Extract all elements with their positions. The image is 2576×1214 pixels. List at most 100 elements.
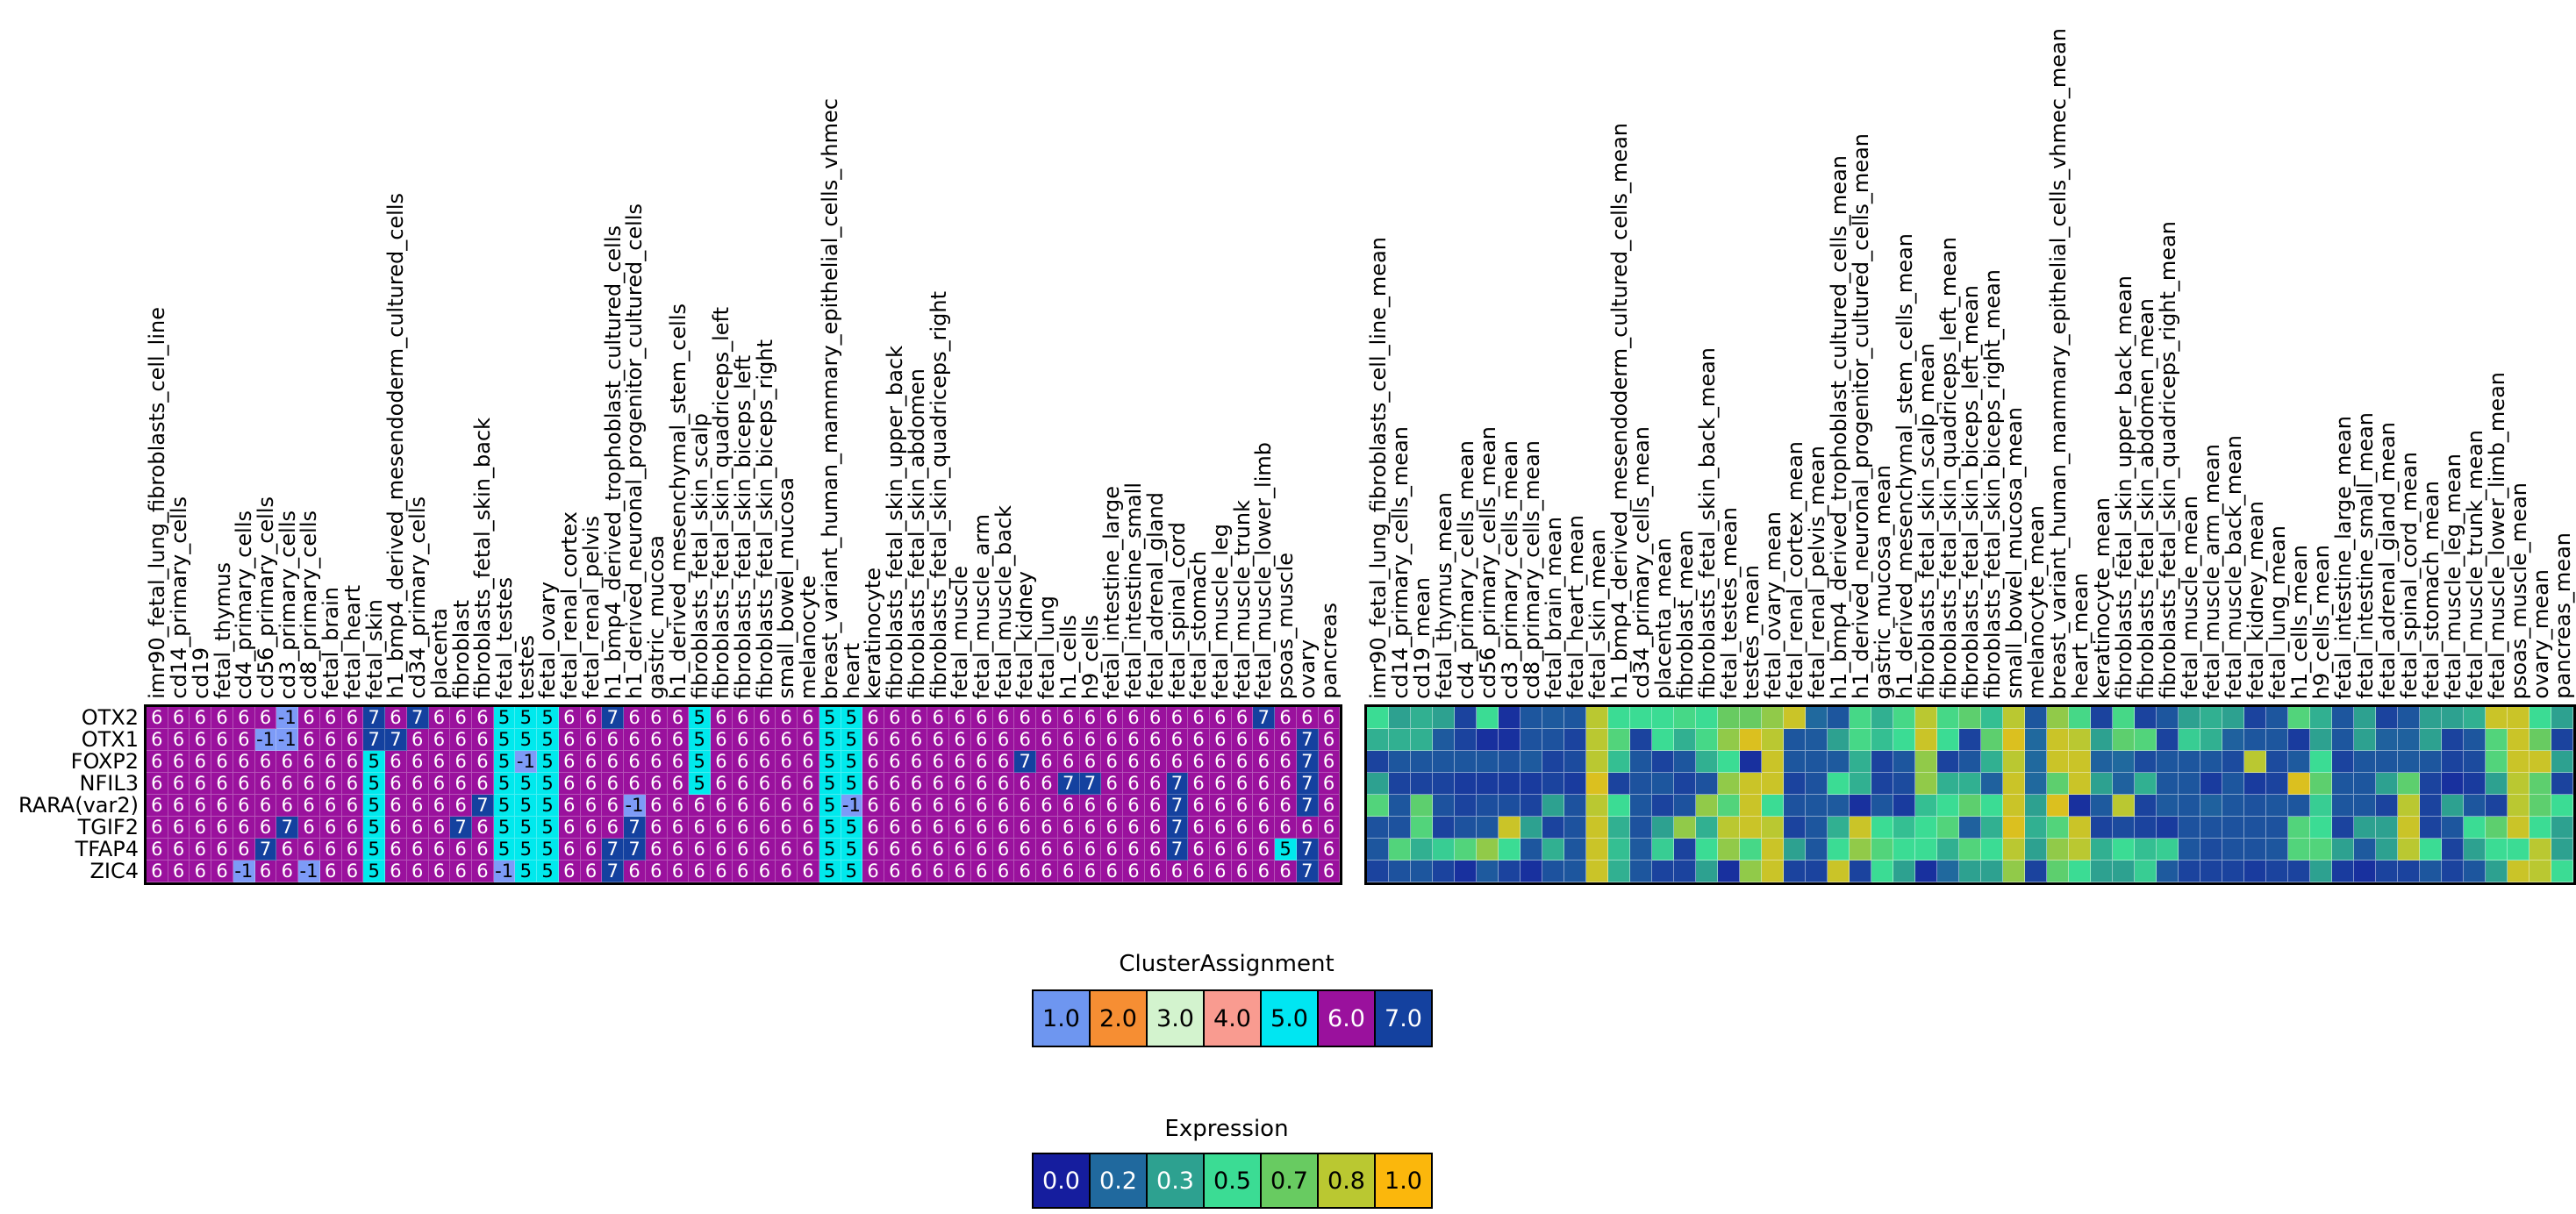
column-label: fetal_skin [361, 598, 387, 699]
cluster-cell: 6 [276, 751, 299, 773]
cluster-cell: -1 [276, 729, 299, 751]
cluster-cell: 6 [1101, 729, 1124, 751]
expression-cell [1981, 839, 2003, 861]
expression-cell [1608, 795, 1630, 817]
cluster-cell: 5 [363, 751, 386, 773]
cluster-cell: 6 [472, 861, 494, 882]
column-label: fetal_intestine_large [1099, 485, 1125, 699]
cluster-cell: 6 [1253, 751, 1276, 773]
cluster-cell: 6 [147, 795, 168, 817]
cluster-cell: 6 [927, 707, 950, 729]
cluster-cell: 6 [711, 729, 733, 751]
cluster-cell: 6 [905, 773, 928, 795]
row-label: OTX1 [81, 727, 139, 752]
expression-cell [2200, 795, 2222, 817]
column-label: fetal_intestine_large_mean [2330, 415, 2356, 700]
cluster-cell: 6 [776, 729, 798, 751]
cluster-cell: 7 [1079, 773, 1102, 795]
column-label: fetal_testes [492, 576, 517, 699]
expression-cell [1893, 839, 1915, 861]
cluster-cell: 6 [558, 795, 581, 817]
expression-cell [2420, 795, 2442, 817]
cluster-cell: 6 [1057, 839, 1080, 861]
cluster-cell: 6 [190, 707, 212, 729]
column-label: fetal_renal_pelvis_mean [1804, 446, 1829, 699]
expression-cell [1652, 861, 1674, 882]
expression-cell [1477, 795, 1499, 817]
column-label: breast_variant_human_mammary_epithelial_… [2045, 27, 2071, 699]
cluster-cell: 6 [754, 773, 776, 795]
cluster-cell: 6 [862, 839, 884, 861]
expression-cell [1411, 861, 1433, 882]
expression-cell [2486, 707, 2508, 729]
cluster-cell: 6 [862, 795, 884, 817]
expression-cell [1521, 707, 1542, 729]
expression-cell [2354, 817, 2376, 839]
cluster-cell: 6 [1079, 707, 1102, 729]
expression-cell [2508, 817, 2529, 839]
column-label: cd56_primary_cells [254, 496, 278, 699]
cluster-cell: 6 [341, 795, 364, 817]
cluster-cell: 6 [798, 839, 819, 861]
expression-cell [2310, 795, 2332, 817]
expression-cell [1455, 795, 1477, 817]
expression-cell [1564, 861, 1586, 882]
expression-cell [2398, 795, 2420, 817]
expression-cell [2003, 839, 2025, 861]
cluster-cell: 6 [1275, 861, 1297, 882]
expression-cell [1389, 839, 1411, 861]
expression-cell [2266, 773, 2288, 795]
expression-cell [1630, 707, 1652, 729]
cluster-cell: 6 [1144, 795, 1167, 817]
expression-cell [2047, 861, 2069, 882]
column-label: fetal_muscle_leg [1208, 523, 1233, 699]
expression-cell [2222, 751, 2244, 773]
cluster-cell: 6 [798, 707, 819, 729]
cluster-cell: 6 [168, 751, 190, 773]
legend-swatch: 1.0 [1032, 989, 1091, 1047]
column-label: melanocyte_mean [2023, 504, 2049, 699]
expression-cell [1586, 795, 1608, 817]
expression-cell [1696, 751, 1718, 773]
legend-swatch: 0.5 [1203, 1153, 1262, 1209]
expression-cell [1718, 817, 1740, 839]
expression-cell [1542, 817, 1564, 839]
expression-cell [1389, 729, 1411, 751]
cluster-cell: 6 [472, 839, 494, 861]
expression-cell [1828, 795, 1850, 817]
expression-cell [1652, 751, 1674, 773]
cluster-cell: 6 [254, 817, 277, 839]
column-label: placenta [426, 608, 452, 699]
cluster-cell: 6 [970, 817, 993, 839]
expression-cell [1652, 795, 1674, 817]
cluster-cell: 6 [667, 839, 690, 861]
expression-cell [2025, 839, 2047, 861]
expression-cell [2310, 817, 2332, 839]
cluster-cell: 6 [1296, 707, 1319, 729]
cluster-cell: 6 [147, 751, 168, 773]
cluster-cell: 5 [515, 729, 538, 751]
expression-cell [1915, 861, 1937, 882]
column-label: fetal_muscle_trunk [1229, 499, 1255, 699]
cluster-cell: 6 [580, 839, 603, 861]
column-label: fetal_muscle_back_mean [2221, 435, 2246, 699]
cluster-cell: 6 [970, 795, 993, 817]
expression-cell [1433, 729, 1455, 751]
cluster-cell: 6 [689, 839, 712, 861]
column-label: melanocyte [796, 575, 821, 699]
cluster-cell: 6 [645, 839, 668, 861]
expression-cell [1828, 817, 1850, 839]
expression-cell [2376, 751, 2398, 773]
expression-cell [2420, 751, 2442, 773]
heatmap-row [1367, 751, 2573, 773]
cluster-cell: 6 [645, 751, 668, 773]
cluster-cell: 6 [645, 795, 668, 817]
expression-cell [1674, 773, 1696, 795]
cluster-cell: 6 [1275, 773, 1297, 795]
cluster-cell: 6 [798, 773, 819, 795]
column-label: fetal_muscle_arm [970, 513, 994, 699]
column-label: fetal_heart [340, 585, 365, 699]
cluster-cell: 6 [970, 861, 993, 882]
cluster-cell: 6 [624, 751, 646, 773]
column-label: h9_cells [1077, 614, 1103, 699]
